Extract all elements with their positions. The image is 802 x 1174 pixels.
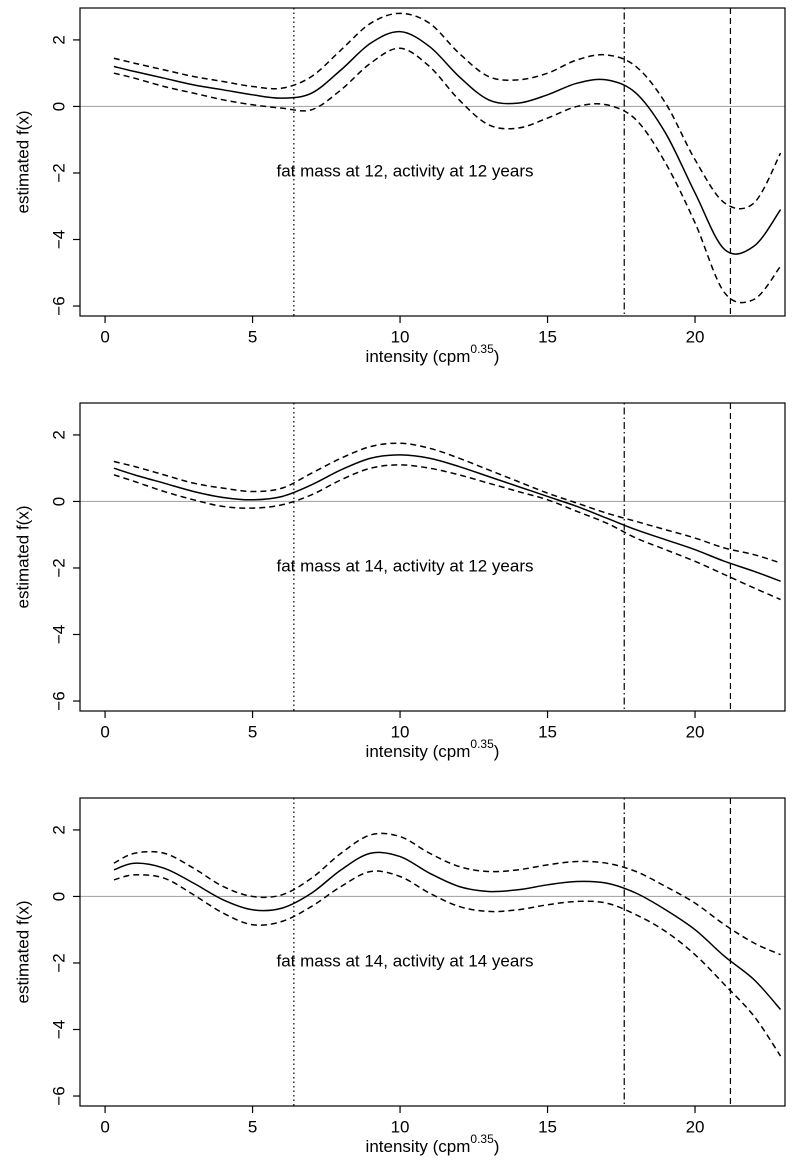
curve: [113, 454, 781, 582]
curve: [113, 12, 782, 210]
x-tick-label: 0: [100, 1117, 109, 1136]
curve: [113, 870, 782, 1057]
x-tick-label: 5: [248, 327, 257, 346]
x-tick-label: 0: [100, 327, 109, 346]
y-tick-label: −6: [49, 296, 68, 315]
x-axis-label: intensity (cpm0.35): [366, 1132, 500, 1156]
x-tick-label: 15: [538, 722, 557, 741]
y-axis-label: estimated f(x): [13, 111, 32, 214]
plot-frame: [79, 402, 786, 712]
annotation: fat mass at 14, activity at 14 years: [276, 951, 533, 970]
y-axis-label: estimated f(x): [13, 506, 32, 609]
x-tick-label: 0: [100, 722, 109, 741]
x-axis-label-sup: 0.35: [470, 737, 494, 751]
plot-frame: [79, 797, 786, 1107]
y-tick-label: −4: [49, 1020, 68, 1039]
x-tick-label: 20: [686, 1117, 705, 1136]
x-tick-label: 10: [391, 1117, 410, 1136]
x-axis-label-main: intensity (cpm: [366, 347, 471, 366]
y-tick-label: 0: [49, 892, 68, 901]
x-axis-label-main: intensity (cpm: [366, 1137, 471, 1156]
y-tick-label: 2: [49, 35, 68, 44]
x-tick-label: 20: [686, 722, 705, 741]
x-tick-label: 10: [391, 327, 410, 346]
y-tick-label: −4: [49, 230, 68, 249]
y-tick-label: 2: [49, 430, 68, 439]
x-axis-label-sup: 0.35: [470, 1132, 494, 1146]
x-tick-label: 15: [538, 327, 557, 346]
plot-frame: [79, 7, 786, 317]
x-tick-label: 5: [248, 722, 257, 741]
x-axis-label-end: ): [494, 1137, 500, 1156]
x-axis-label-end: ): [494, 742, 500, 761]
y-tick-label: 2: [49, 825, 68, 834]
y-axis-label: estimated f(x): [13, 901, 32, 1004]
curve: [113, 851, 782, 1011]
curve: [113, 442, 781, 564]
x-axis-label-end: ): [494, 347, 500, 366]
y-tick-label: 0: [49, 102, 68, 111]
x-axis-label-sup: 0.35: [470, 342, 494, 356]
y-tick-label: −2: [49, 163, 68, 182]
y-tick-label: 0: [49, 497, 68, 506]
annotation: fat mass at 12, activity at 12 years: [276, 161, 533, 180]
y-tick-label: −4: [49, 625, 68, 644]
x-tick-label: 20: [686, 327, 705, 346]
curve: [113, 464, 781, 601]
y-tick-label: −6: [49, 691, 68, 710]
y-tick-label: −2: [49, 953, 68, 972]
x-axis-label: intensity (cpm0.35): [366, 737, 500, 761]
y-tick-label: −2: [49, 558, 68, 577]
x-axis-label-main: intensity (cpm: [366, 742, 471, 761]
curve: [113, 30, 782, 255]
x-tick-label: 5: [248, 1117, 257, 1136]
x-tick-label: 15: [538, 1117, 557, 1136]
x-tick-label: 10: [391, 722, 410, 741]
curve: [113, 47, 782, 304]
curve: [113, 832, 781, 956]
y-tick-label: −6: [49, 1086, 68, 1105]
annotation: fat mass at 14, activity at 12 years: [276, 556, 533, 575]
x-axis-label: intensity (cpm0.35): [366, 342, 500, 366]
